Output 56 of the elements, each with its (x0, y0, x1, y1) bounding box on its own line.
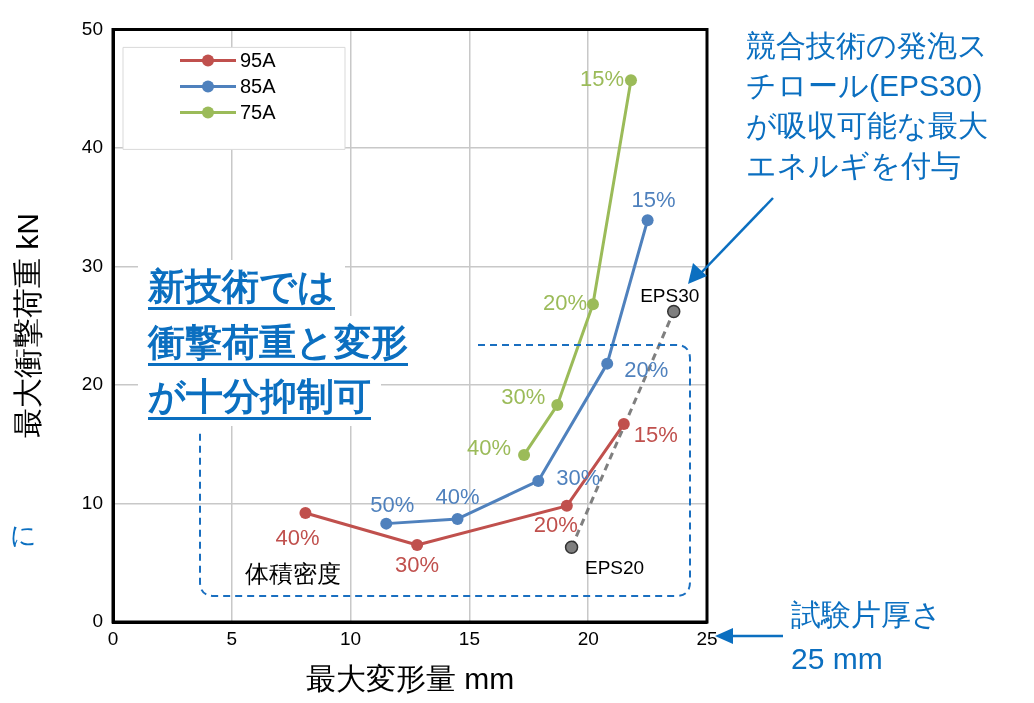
annotation: 20% (624, 356, 669, 382)
legend-label: 85A (240, 74, 277, 97)
x-tick-label: 25 (696, 627, 718, 649)
annotation: 新技術では (148, 266, 335, 310)
y-tick-label: 0 (92, 610, 103, 632)
y-tick-label: 50 (81, 17, 103, 39)
legend-label: 75A (240, 100, 277, 123)
text: に (10, 520, 37, 550)
legend-label: 95A (240, 48, 277, 71)
x-tick-label: 0 (107, 627, 119, 649)
annotation: 20% (542, 290, 587, 316)
annotation: 40% (435, 483, 480, 509)
point (518, 448, 531, 461)
text: 試験片厚さ 25 mm (791, 598, 942, 675)
annotation: 50% (370, 491, 415, 517)
annotation: 15% (579, 66, 624, 92)
point (532, 474, 545, 487)
point (451, 512, 464, 525)
point (551, 399, 564, 412)
y-tick-label: 20 (81, 373, 103, 395)
y-tick-label: 40 (81, 136, 103, 158)
y-tick-label: 30 (81, 254, 103, 276)
annotation: 体積密度 (245, 560, 341, 587)
x-tick-label: 5 (226, 627, 238, 649)
point (380, 517, 393, 530)
annotation: 15% (633, 422, 678, 448)
point (617, 418, 630, 431)
point (601, 357, 614, 370)
annotation: が十分抑制可 (148, 376, 371, 420)
point (560, 499, 573, 512)
annotation: 40% (467, 434, 512, 460)
x-tick-label: 20 (577, 627, 599, 649)
point (666, 304, 681, 319)
x-axis-title: 最大変形量 mm (305, 662, 515, 696)
annotation: 衝撃荷重と変形 (148, 322, 408, 366)
point (564, 540, 579, 555)
annotation: EPS30 (640, 284, 700, 306)
annotation: 30% (501, 384, 546, 410)
point (411, 538, 424, 551)
annotation: EPS20 (584, 556, 645, 578)
point (641, 214, 654, 227)
text: 競合技術の発泡ス (746, 29, 988, 62)
annotation: 30% (395, 552, 440, 578)
x-tick-label: 15 (458, 627, 480, 649)
y-axis-title: 最大衝撃荷重 kN (11, 213, 45, 439)
text: チロール(EPS30) (746, 69, 983, 102)
annotation: 15% (631, 187, 676, 213)
point (299, 506, 312, 519)
annotation: 40% (275, 525, 320, 551)
y-tick-label: 10 (81, 491, 103, 513)
point (586, 298, 599, 311)
text: エネルギを付与 (746, 149, 961, 182)
text: が吸収可能な最大 (746, 109, 988, 142)
x-tick-label: 10 (340, 627, 362, 649)
annotation: 20% (533, 511, 578, 537)
point (624, 74, 637, 87)
